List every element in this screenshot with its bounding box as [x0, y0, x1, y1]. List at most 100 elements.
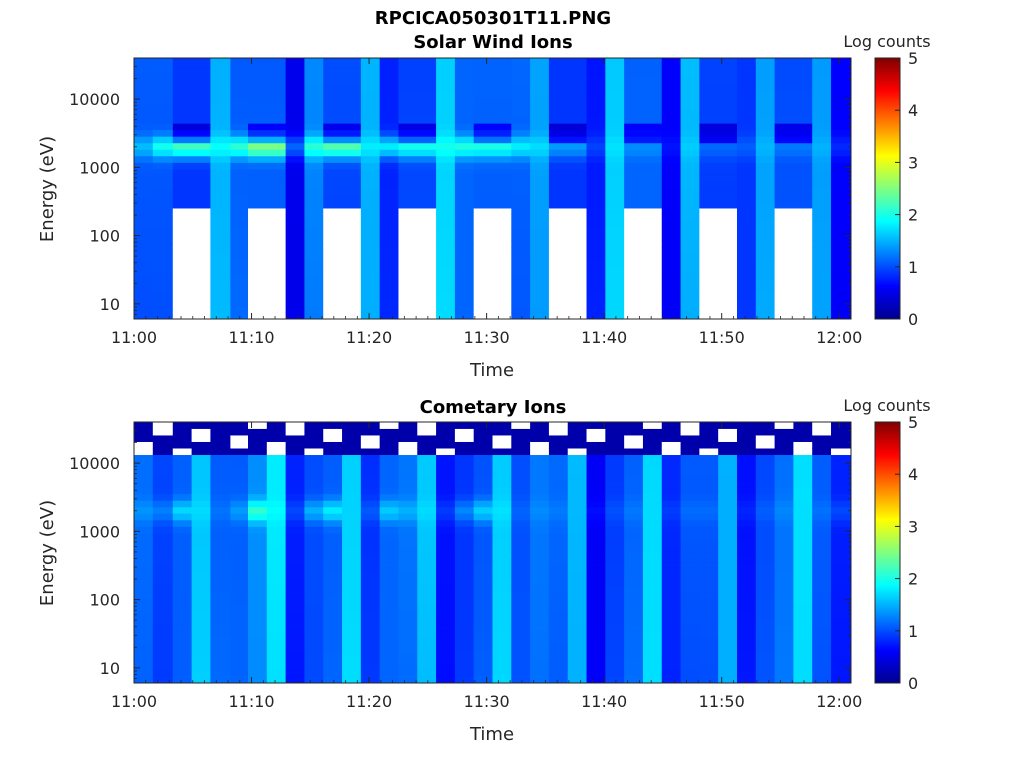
heatmap-cell: [492, 493, 512, 501]
heatmap-cell: [304, 201, 324, 209]
heatmap-cell: [530, 663, 550, 671]
heatmap-cell: [398, 572, 418, 579]
heatmap-cell: [285, 637, 305, 645]
heatmap-cell: [586, 448, 606, 456]
heatmap-cell: [266, 598, 287, 606]
heatmap-cell: [285, 506, 305, 514]
heatmap-cell: [379, 142, 399, 150]
heatmap-cell: [567, 598, 587, 606]
heatmap-cell: [605, 64, 625, 72]
heatmap-cell: [831, 64, 852, 72]
heatmap-cell: [736, 559, 757, 566]
heatmap-cell: [285, 247, 305, 255]
heatmap-cell: [699, 663, 719, 671]
heatmap-cell: [736, 181, 757, 189]
heatmap-cell: [755, 227, 775, 235]
heatmap-cell: [680, 474, 700, 482]
heatmap-cell: [812, 559, 832, 566]
heatmap-cell: [473, 175, 512, 183]
heatmap-cell: [454, 506, 475, 514]
heatmap-cell: [134, 591, 154, 599]
heatmap-cell: [548, 129, 587, 137]
heatmap-cell: [755, 617, 775, 625]
heatmap-cell: [831, 441, 852, 449]
heatmap-cell: [230, 155, 249, 163]
heatmap-cell: [774, 181, 813, 189]
heatmap-cell: [473, 58, 512, 65]
heatmap-cell: [172, 201, 211, 209]
heatmap-cell: [191, 454, 211, 462]
heatmap-cell: [210, 71, 231, 78]
heatmap-cell: [605, 637, 625, 645]
heatmap-cell: [436, 71, 456, 78]
heatmap-cell: [248, 299, 287, 307]
heatmap-cell: [398, 422, 418, 429]
heatmap-cell: [530, 90, 550, 98]
heatmap-cell: [511, 663, 531, 671]
heatmap-cell: [624, 71, 663, 78]
heatmap-cell: [831, 214, 852, 222]
heatmap-cell: [379, 487, 399, 495]
heatmap-cell: [210, 142, 231, 150]
heatmap-cell: [548, 630, 569, 638]
heatmap-cell: [230, 559, 249, 566]
heatmap-cell: [436, 77, 456, 85]
heatmap-cell: [831, 487, 852, 495]
heatmap-cell: [248, 663, 268, 671]
heatmap-cell: [774, 292, 813, 300]
heatmap-cell: [398, 247, 437, 255]
heatmap-cell: [152, 441, 174, 449]
heatmap-cell: [718, 506, 738, 514]
heatmap-cell: [172, 598, 192, 606]
heatmap-cell: [774, 90, 813, 98]
heatmap-cell: [152, 604, 174, 612]
heatmap-cell: [191, 578, 211, 586]
heatmap-cell: [172, 266, 211, 274]
heatmap-cell: [285, 663, 305, 671]
heatmap-cell: [134, 253, 154, 261]
heatmap-cell: [774, 624, 794, 632]
heatmap-cell: [152, 591, 174, 599]
heatmap-cell: [755, 90, 775, 98]
heatmap-cell: [454, 175, 475, 183]
heatmap-cell: [152, 552, 174, 560]
heatmap-cell: [473, 565, 493, 573]
heatmap-cell: [454, 513, 475, 521]
heatmap-cell: [304, 123, 324, 131]
heatmap-cell: [360, 526, 381, 534]
heatmap-cell: [605, 656, 625, 664]
heatmap-cell: [812, 279, 832, 287]
heatmap-cell: [812, 201, 832, 209]
heatmap-cell: [210, 312, 231, 320]
heatmap-cell: [285, 604, 305, 612]
heatmap-cell: [304, 116, 324, 124]
heatmap-cell: [342, 441, 362, 449]
heatmap-cell: [511, 312, 531, 320]
heatmap-cell: [360, 208, 381, 215]
heatmap-cell: [230, 598, 249, 606]
heatmap-cell: [586, 552, 606, 560]
heatmap-cell: [586, 227, 606, 235]
heatmap-cell: [793, 506, 813, 514]
heatmap-cell: [342, 578, 362, 586]
heatmap-cell: [398, 175, 437, 183]
heatmap-cell: [680, 454, 700, 462]
heatmap-cell: [793, 422, 813, 429]
heatmap-cell: [152, 650, 174, 658]
heatmap-cell: [172, 305, 211, 313]
heatmap-cell: [774, 474, 794, 482]
solar-wind-colorbar: [874, 57, 901, 320]
heatmap-cell: [360, 611, 381, 619]
heatmap-cell: [831, 565, 852, 573]
heatmap-cell: [511, 195, 531, 202]
heatmap-cell: [152, 58, 174, 65]
heatmap-cell: [230, 123, 249, 131]
heatmap-cell: [736, 578, 757, 586]
heatmap-cell: [473, 461, 493, 469]
heatmap-cell: [605, 292, 625, 300]
heatmap-cell: [473, 630, 493, 638]
heatmap-cell: [172, 312, 211, 320]
heatmap-cell: [172, 656, 192, 664]
heatmap-cell: [586, 611, 606, 619]
heatmap-cell: [210, 279, 231, 287]
